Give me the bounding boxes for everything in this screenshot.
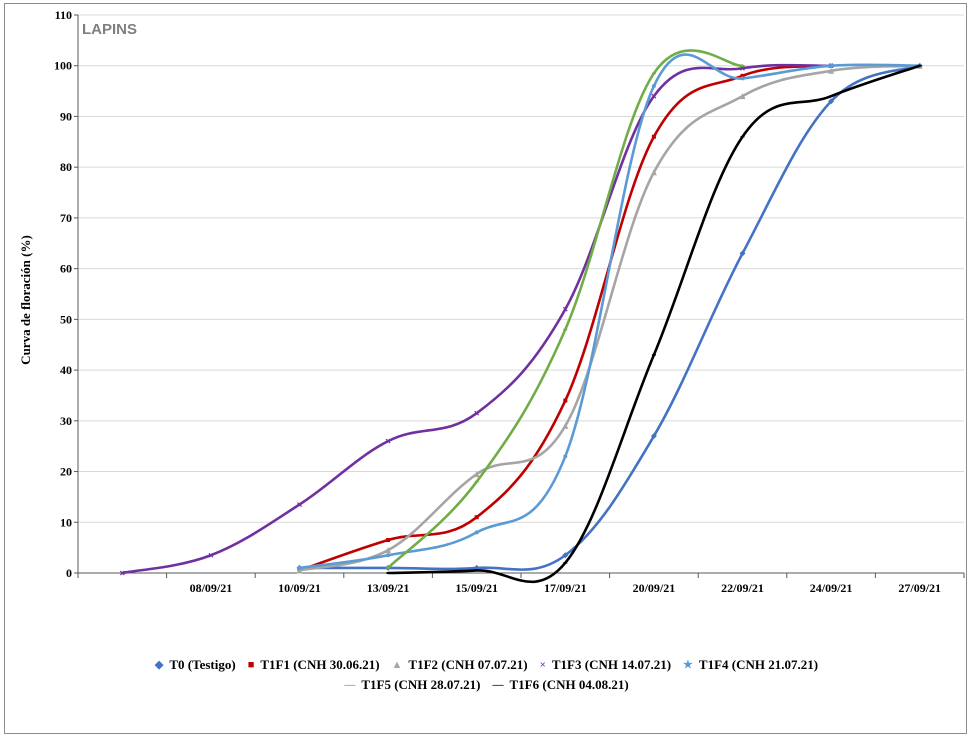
legend-marker-icon: ■ (247, 659, 255, 671)
y-tick-label: 0 (66, 566, 72, 580)
y-tick-label: 40 (60, 363, 72, 377)
data-point (386, 538, 391, 543)
series-line (298, 53, 921, 570)
y-tick-label: 70 (60, 211, 72, 225)
data-point (385, 438, 391, 444)
data-point (740, 76, 745, 81)
data-point (650, 169, 657, 176)
legend-item: ◆ T0 (Testigo) (155, 655, 236, 675)
data-point (297, 502, 302, 507)
legend-marker-icon: — (492, 679, 504, 691)
series-5 (297, 53, 922, 570)
y-tick-label: 90 (60, 109, 72, 123)
x-tick-label: 22/09/21 (721, 581, 764, 595)
data-point (562, 422, 569, 429)
y-tick-label: 50 (60, 312, 72, 326)
series-line (298, 64, 921, 572)
data-point (739, 93, 746, 100)
data-point (651, 93, 657, 99)
legend-label: T1F3 (CNH 14.07.21) (551, 657, 672, 672)
series-line (386, 64, 921, 583)
legend-label: T1F2 (CNH 07.07.21) (408, 657, 528, 672)
data-point (297, 565, 302, 570)
series-1 (296, 62, 923, 571)
data-point (386, 553, 391, 558)
legend-label: T0 (Testigo) (169, 657, 236, 672)
series-3 (296, 62, 923, 574)
y-tick-label: 60 (60, 262, 72, 276)
data-point (473, 471, 480, 478)
data-point (563, 398, 568, 403)
data-point (828, 67, 835, 74)
x-tick-label: 27/09/21 (898, 581, 941, 595)
legend-label: T1F6 (CNH 04.08.21) (509, 677, 629, 692)
data-point (650, 433, 657, 440)
legend-label: T1F1 (CNH 30.06.21) (260, 657, 380, 672)
x-tick-label: 15/09/21 (455, 581, 498, 595)
data-point (296, 567, 303, 574)
series-lines (119, 49, 923, 583)
legend-item: ■ T1F1 (CNH 30.06.21) (248, 655, 380, 675)
x-tick-label: 13/09/21 (367, 581, 410, 595)
data-point (562, 306, 568, 312)
data-point (651, 84, 656, 89)
data-point (828, 98, 835, 105)
legend-marker-icon: ◆ (154, 659, 164, 671)
data-point (474, 530, 479, 535)
data-point (563, 454, 568, 459)
legend-item: ★ T1F4 (CNH 21.07.21) (683, 655, 818, 675)
legend-marker-icon: ★ (683, 659, 693, 671)
legend-item: — T1F5 (CNH 28.07.21) (344, 675, 480, 695)
y-tick-label: 80 (60, 160, 72, 174)
legend-label: T1F5 (CNH 28.07.21) (361, 677, 481, 692)
data-point (739, 250, 746, 257)
x-tick-label: 20/09/21 (633, 581, 676, 595)
x-tick-label: 17/09/21 (544, 581, 587, 595)
legend: ◆ T0 (Testigo) ■ T1F1 (CNH 30.06.21) ▲ T1F2 (… (0, 655, 973, 695)
series-line (298, 64, 833, 572)
series-line (298, 64, 921, 571)
data-point (829, 63, 834, 68)
x-tick-label: 08/09/21 (190, 581, 233, 595)
y-tick-label: 30 (60, 414, 72, 428)
chart-frame (4, 3, 967, 734)
data-point (385, 547, 392, 554)
x-tick-label: 10/09/21 (278, 581, 321, 595)
series-6 (386, 49, 745, 570)
legend-label: T1F4 (CNH 21.07.21) (698, 657, 819, 672)
series-7 (386, 64, 922, 583)
y-axis-label: Curva de floración (%) (18, 235, 33, 365)
legend-marker-icon: ▲ (391, 659, 403, 671)
data-point (740, 73, 745, 78)
y-tick-label: 110 (55, 8, 72, 22)
series-line (121, 63, 833, 575)
y-tick-label: 10 (60, 515, 72, 529)
x-tick-label: 24/09/21 (810, 581, 853, 595)
data-point (562, 552, 569, 559)
data-point (119, 570, 125, 576)
legend-marker-icon: × (539, 659, 546, 671)
series-2 (297, 63, 834, 573)
legend-item: — T1F6 (CNH 04.08.21) (493, 675, 629, 695)
legend-item: ▲ T1F2 (CNH 07.07.21) (392, 655, 528, 675)
data-point (208, 552, 214, 558)
legend-marker-icon: — (344, 679, 356, 691)
data-point (474, 410, 480, 416)
line-chart: 0 10 20 30 40 50 60 70 80 90 100 110 08/09/21 10/09/2… (18, 8, 965, 595)
y-tick-label: 20 (60, 465, 72, 479)
data-point (651, 134, 656, 139)
legend-item: × T1F3 (CNH 14.07.21) (540, 655, 671, 675)
y-tick-label: 100 (54, 59, 72, 73)
data-point (474, 515, 479, 520)
series-line (386, 49, 744, 570)
axes (74, 14, 965, 578)
chart-title: LAPINS (82, 21, 137, 38)
gridlines (78, 14, 964, 523)
tick-labels: 0 10 20 30 40 50 60 70 80 90 100 110 08/09/21 10/09/2… (54, 8, 941, 595)
